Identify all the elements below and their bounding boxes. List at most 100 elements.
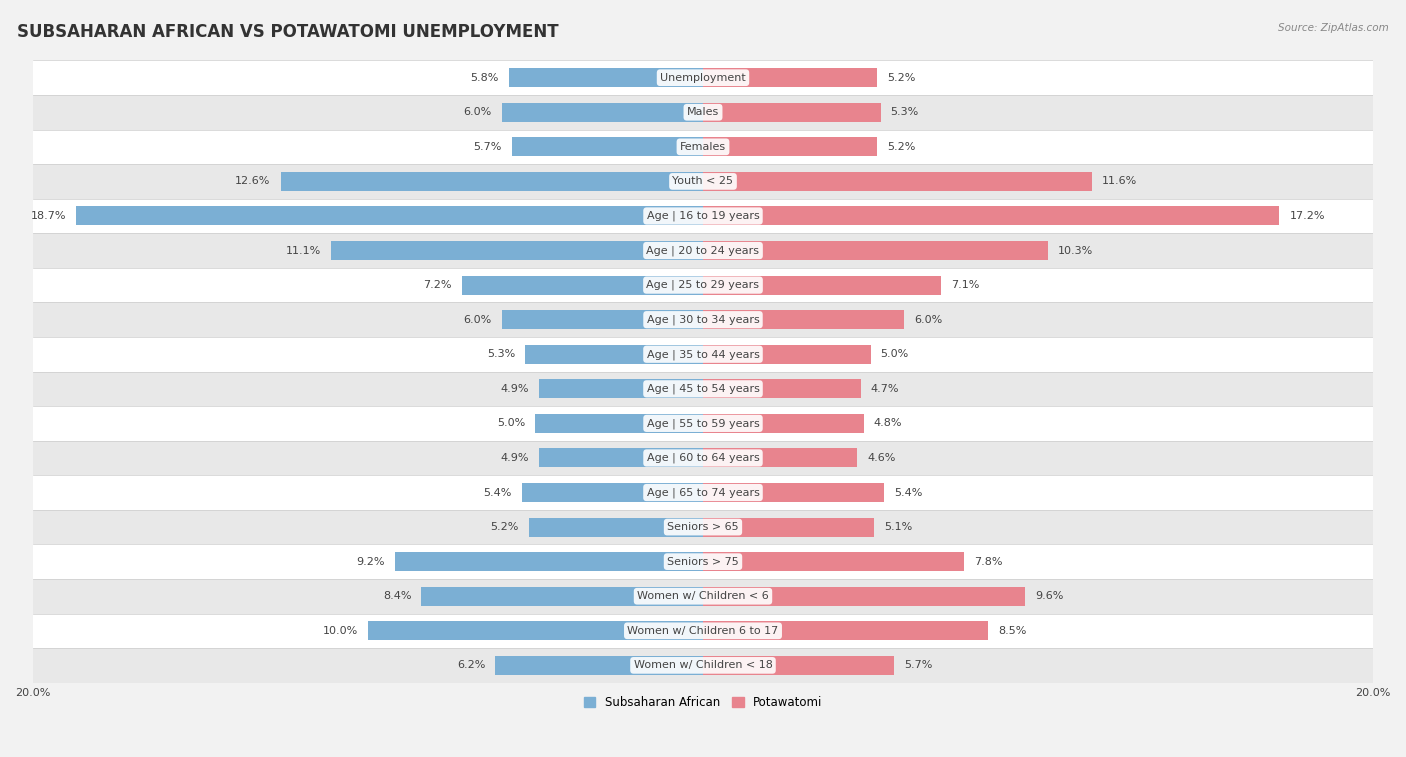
- Text: 7.1%: 7.1%: [950, 280, 980, 290]
- Bar: [368, 621, 703, 640]
- Text: Age | 60 to 64 years: Age | 60 to 64 years: [647, 453, 759, 463]
- Text: 5.2%: 5.2%: [491, 522, 519, 532]
- Bar: [32, 337, 1374, 372]
- Text: 17.2%: 17.2%: [1289, 211, 1324, 221]
- Bar: [32, 579, 1374, 613]
- Bar: [32, 544, 1374, 579]
- Text: 6.2%: 6.2%: [457, 660, 485, 671]
- Bar: [32, 372, 1374, 406]
- Bar: [32, 164, 1374, 198]
- Legend: Subsaharan African, Potawatomi: Subsaharan African, Potawatomi: [579, 692, 827, 714]
- Text: Age | 16 to 19 years: Age | 16 to 19 years: [647, 210, 759, 221]
- Text: Age | 25 to 29 years: Age | 25 to 29 years: [647, 280, 759, 291]
- Text: Women w/ Children < 6: Women w/ Children < 6: [637, 591, 769, 601]
- Bar: [538, 379, 703, 398]
- Text: Seniors > 65: Seniors > 65: [668, 522, 738, 532]
- Text: 18.7%: 18.7%: [31, 211, 66, 221]
- Bar: [32, 129, 1374, 164]
- Text: 11.1%: 11.1%: [285, 245, 321, 256]
- Text: Source: ZipAtlas.com: Source: ZipAtlas.com: [1278, 23, 1389, 33]
- Text: 4.8%: 4.8%: [875, 419, 903, 428]
- Text: 7.8%: 7.8%: [974, 556, 1002, 567]
- Text: 6.0%: 6.0%: [914, 315, 942, 325]
- Text: 5.3%: 5.3%: [890, 107, 920, 117]
- Text: 7.2%: 7.2%: [423, 280, 451, 290]
- Bar: [703, 414, 863, 433]
- Text: 5.2%: 5.2%: [887, 142, 915, 152]
- Bar: [76, 207, 703, 226]
- Bar: [395, 552, 703, 572]
- Bar: [703, 621, 988, 640]
- Text: 5.8%: 5.8%: [470, 73, 499, 83]
- Bar: [32, 475, 1374, 509]
- Text: Unemployment: Unemployment: [661, 73, 745, 83]
- Bar: [512, 137, 703, 157]
- Text: 5.4%: 5.4%: [894, 488, 922, 497]
- Text: 10.0%: 10.0%: [322, 626, 357, 636]
- Text: 10.3%: 10.3%: [1059, 245, 1094, 256]
- Text: 4.9%: 4.9%: [501, 453, 529, 463]
- Text: 5.3%: 5.3%: [486, 349, 516, 360]
- Bar: [32, 406, 1374, 441]
- Text: SUBSAHARAN AFRICAN VS POTAWATOMI UNEMPLOYMENT: SUBSAHARAN AFRICAN VS POTAWATOMI UNEMPLO…: [17, 23, 558, 41]
- Text: Age | 30 to 34 years: Age | 30 to 34 years: [647, 314, 759, 325]
- Text: 5.2%: 5.2%: [887, 73, 915, 83]
- Text: 5.4%: 5.4%: [484, 488, 512, 497]
- Text: Seniors > 75: Seniors > 75: [666, 556, 740, 567]
- Bar: [509, 68, 703, 87]
- Bar: [703, 483, 884, 502]
- Bar: [538, 448, 703, 468]
- Text: 5.0%: 5.0%: [880, 349, 908, 360]
- Text: 9.2%: 9.2%: [356, 556, 385, 567]
- Bar: [703, 137, 877, 157]
- Bar: [422, 587, 703, 606]
- Text: Age | 20 to 24 years: Age | 20 to 24 years: [647, 245, 759, 256]
- Text: Age | 55 to 59 years: Age | 55 to 59 years: [647, 418, 759, 428]
- Text: 5.7%: 5.7%: [904, 660, 932, 671]
- Bar: [32, 302, 1374, 337]
- Bar: [703, 656, 894, 675]
- Bar: [703, 310, 904, 329]
- Text: 5.7%: 5.7%: [474, 142, 502, 152]
- Bar: [703, 552, 965, 572]
- Bar: [529, 518, 703, 537]
- Bar: [32, 61, 1374, 95]
- Bar: [32, 198, 1374, 233]
- Text: Age | 35 to 44 years: Age | 35 to 44 years: [647, 349, 759, 360]
- Text: 6.0%: 6.0%: [464, 107, 492, 117]
- Bar: [522, 483, 703, 502]
- Bar: [703, 241, 1049, 260]
- Bar: [703, 448, 858, 468]
- Text: 8.5%: 8.5%: [998, 626, 1026, 636]
- Bar: [703, 172, 1092, 191]
- Text: Youth < 25: Youth < 25: [672, 176, 734, 186]
- Text: 6.0%: 6.0%: [464, 315, 492, 325]
- Bar: [330, 241, 703, 260]
- Text: 11.6%: 11.6%: [1102, 176, 1137, 186]
- Text: Females: Females: [681, 142, 725, 152]
- Text: Women w/ Children 6 to 17: Women w/ Children 6 to 17: [627, 626, 779, 636]
- Text: 4.9%: 4.9%: [501, 384, 529, 394]
- Bar: [32, 509, 1374, 544]
- Text: 4.7%: 4.7%: [870, 384, 898, 394]
- Bar: [32, 233, 1374, 268]
- Bar: [281, 172, 703, 191]
- Bar: [32, 95, 1374, 129]
- Bar: [703, 379, 860, 398]
- Bar: [32, 268, 1374, 302]
- Bar: [703, 276, 941, 294]
- Text: Age | 65 to 74 years: Age | 65 to 74 years: [647, 488, 759, 498]
- Bar: [703, 587, 1025, 606]
- Bar: [703, 344, 870, 364]
- Bar: [495, 656, 703, 675]
- Text: Age | 45 to 54 years: Age | 45 to 54 years: [647, 384, 759, 394]
- Text: 5.1%: 5.1%: [884, 522, 912, 532]
- Bar: [536, 414, 703, 433]
- Text: Women w/ Children < 18: Women w/ Children < 18: [634, 660, 772, 671]
- Bar: [32, 648, 1374, 683]
- Text: 12.6%: 12.6%: [235, 176, 270, 186]
- Text: 4.6%: 4.6%: [868, 453, 896, 463]
- Bar: [703, 518, 875, 537]
- Bar: [703, 103, 880, 122]
- Bar: [32, 441, 1374, 475]
